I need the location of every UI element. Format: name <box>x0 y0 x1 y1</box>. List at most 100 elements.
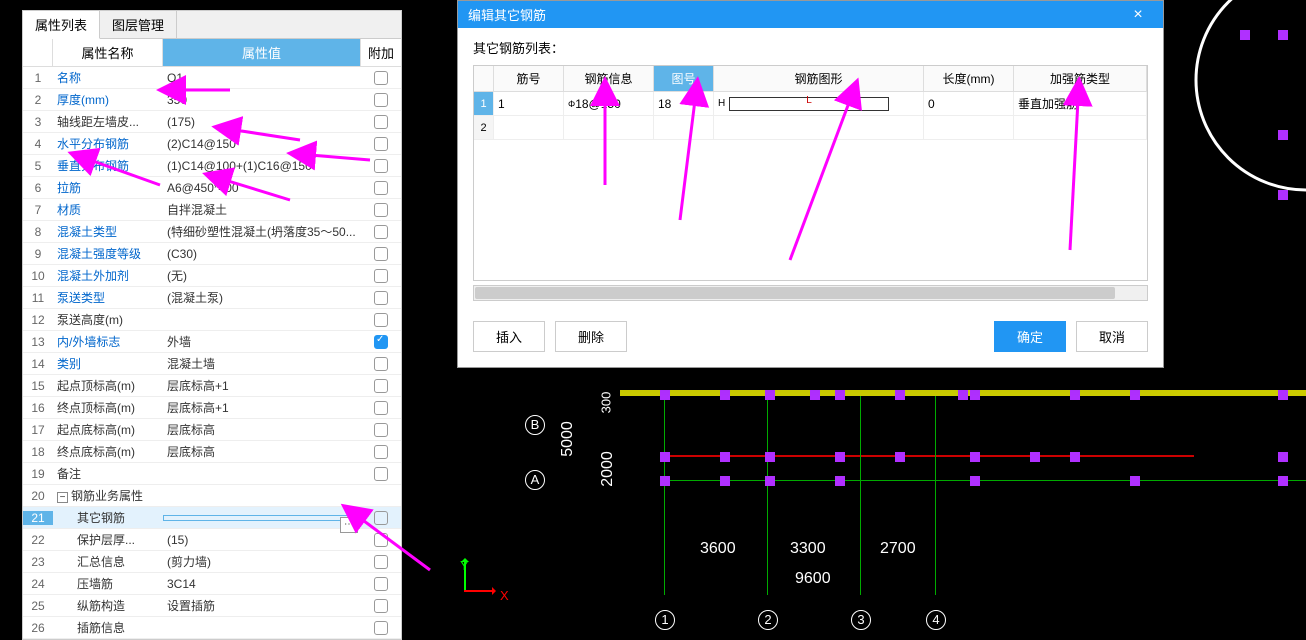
dim-5000: 5000 <box>559 421 577 457</box>
checkbox[interactable] <box>374 93 388 107</box>
checkbox[interactable] <box>374 599 388 613</box>
property-row[interactable]: 3轴线距左墙皮...(175) <box>23 111 401 133</box>
property-row[interactable]: 13内/外墙标志外墙 <box>23 331 401 353</box>
table-row[interactable]: 2 <box>474 116 1147 140</box>
dim-3300: 3300 <box>790 540 826 558</box>
cell-num[interactable]: 1 <box>494 92 564 116</box>
tab-properties[interactable]: 属性列表 <box>23 11 100 39</box>
property-row[interactable]: 24压墙筋3C14 <box>23 573 401 595</box>
property-row[interactable]: 12泵送高度(m) <box>23 309 401 331</box>
y-label: Y <box>460 558 469 573</box>
property-row[interactable]: 22保护层厚...(15) <box>23 529 401 551</box>
axis-b: B <box>525 415 545 435</box>
property-row[interactable]: 18终点底标高(m)层底标高 <box>23 441 401 463</box>
list-label: 其它钢筋列表： <box>473 38 1148 57</box>
cell-type[interactable]: 垂直加强筋 <box>1014 92 1147 116</box>
checkbox[interactable] <box>374 401 388 415</box>
ok-button[interactable]: 确定 <box>994 321 1066 352</box>
property-rows[interactable]: 1名称Q12厚度(mm)3503轴线距左墙皮...(175)4水平分布钢筋(2)… <box>23 67 401 639</box>
property-row[interactable]: 10混凝土外加剂(无) <box>23 265 401 287</box>
checkbox[interactable] <box>374 313 388 327</box>
x-label: X <box>500 588 509 603</box>
cell-shape[interactable]: H L <box>714 92 924 116</box>
cell-len[interactable]: 0 <box>924 92 1014 116</box>
delete-button[interactable]: 删除 <box>555 321 627 352</box>
checkbox[interactable] <box>374 137 388 151</box>
property-header: 属性名称 属性值 附加 <box>23 39 401 67</box>
table-row[interactable]: 1 1 Φ18@150 18 H L 0 垂直加强筋 <box>474 92 1147 116</box>
cell-info[interactable]: Φ18@150 <box>564 92 654 116</box>
checkbox[interactable] <box>374 621 388 635</box>
h-scrollbar[interactable] <box>473 285 1148 301</box>
tab-layers[interactable]: 图层管理 <box>100 11 177 38</box>
dim-9600: 9600 <box>795 570 831 588</box>
insert-button[interactable]: 插入 <box>473 321 545 352</box>
property-row[interactable]: 5垂直分布钢筋(1)C14@100+(1)C16@150 <box>23 155 401 177</box>
property-row[interactable]: 20−钢筋业务属性 <box>23 485 401 507</box>
property-row[interactable]: 15起点顶标高(m)层底标高+1 <box>23 375 401 397</box>
col-fig-num[interactable]: 图号 <box>654 66 714 92</box>
checkbox[interactable] <box>374 181 388 195</box>
property-row[interactable]: 26插筋信息 <box>23 617 401 639</box>
property-row[interactable]: 11泵送类型(混凝土泵) <box>23 287 401 309</box>
axis-a: A <box>525 470 545 490</box>
col-name: 属性名称 <box>53 39 163 67</box>
cancel-button[interactable]: 取消 <box>1076 321 1148 352</box>
property-row[interactable]: 9混凝土强度等级(C30) <box>23 243 401 265</box>
dim-3600: 3600 <box>700 540 736 558</box>
checkbox[interactable] <box>374 71 388 85</box>
property-row[interactable]: 4水平分布钢筋(2)C14@150 <box>23 133 401 155</box>
col-type[interactable]: 加强筋类型 <box>1014 66 1147 92</box>
panel-tabs: 属性列表 图层管理 <box>23 11 401 39</box>
checkbox[interactable] <box>374 291 388 305</box>
dialog-title: 编辑其它钢筋 <box>468 5 546 24</box>
checkbox[interactable] <box>374 379 388 393</box>
property-row[interactable]: 16终点顶标高(m)层底标高+1 <box>23 397 401 419</box>
col-rebar-num[interactable]: 筋号 <box>494 66 564 92</box>
edit-rebar-dialog: 编辑其它钢筋 × 其它钢筋列表： 筋号 钢筋信息 图号 钢筋图形 长度(mm) … <box>457 0 1164 368</box>
col-value[interactable]: 属性值 <box>163 39 361 67</box>
arc-shape <box>1146 0 1306 220</box>
checkbox[interactable] <box>374 577 388 591</box>
property-row[interactable]: 23汇总信息(剪力墙) <box>23 551 401 573</box>
checkbox[interactable] <box>374 555 388 569</box>
dialog-titlebar[interactable]: 编辑其它钢筋 × <box>458 1 1163 28</box>
col-add: 附加 <box>361 39 401 67</box>
property-row[interactable]: 25纵筋构造设置插筋 <box>23 595 401 617</box>
checkbox[interactable] <box>374 115 388 129</box>
axis-1: 1 <box>655 610 675 630</box>
checkbox[interactable] <box>374 467 388 481</box>
col-rebar-info[interactable]: 钢筋信息 <box>564 66 654 92</box>
checkbox[interactable] <box>374 511 388 525</box>
property-row[interactable]: 14类别混凝土墙 <box>23 353 401 375</box>
dim-2700: 2700 <box>880 540 916 558</box>
checkbox[interactable] <box>374 445 388 459</box>
col-length[interactable]: 长度(mm) <box>924 66 1014 92</box>
checkbox[interactable] <box>374 423 388 437</box>
property-row[interactable]: 1名称Q1 <box>23 67 401 89</box>
property-row[interactable]: 8混凝土类型(特细砂塑性混凝土(坍落度35～50... <box>23 221 401 243</box>
checkbox[interactable] <box>374 159 388 173</box>
rebar-table: 筋号 钢筋信息 图号 钢筋图形 长度(mm) 加强筋类型 1 1 Φ18@150… <box>473 65 1148 281</box>
property-row[interactable]: 21其它钢筋⋯ <box>23 507 401 529</box>
checkbox[interactable] <box>374 335 388 349</box>
property-row[interactable]: 2厚度(mm)350 <box>23 89 401 111</box>
close-icon[interactable]: × <box>1123 6 1153 24</box>
checkbox[interactable] <box>374 225 388 239</box>
axis-2: 2 <box>758 610 778 630</box>
checkbox[interactable] <box>374 247 388 261</box>
property-row[interactable]: 6拉筋A6@450*400 <box>23 177 401 199</box>
col-shape[interactable]: 钢筋图形 <box>714 66 924 92</box>
property-row[interactable]: 7材质自拌混凝土 <box>23 199 401 221</box>
checkbox[interactable] <box>374 533 388 547</box>
dim-300: 300 <box>598 392 613 414</box>
checkbox[interactable] <box>374 357 388 371</box>
checkbox[interactable] <box>374 269 388 283</box>
axis-3: 3 <box>851 610 871 630</box>
cell-fig[interactable]: 18 <box>654 92 714 116</box>
property-row[interactable]: 19备注 <box>23 463 401 485</box>
property-panel: 属性列表 图层管理 属性名称 属性值 附加 1名称Q12厚度(mm)3503轴线… <box>22 10 402 640</box>
property-row[interactable]: 17起点底标高(m)层底标高 <box>23 419 401 441</box>
checkbox[interactable] <box>374 203 388 217</box>
dim-2000: 2000 <box>599 451 617 487</box>
